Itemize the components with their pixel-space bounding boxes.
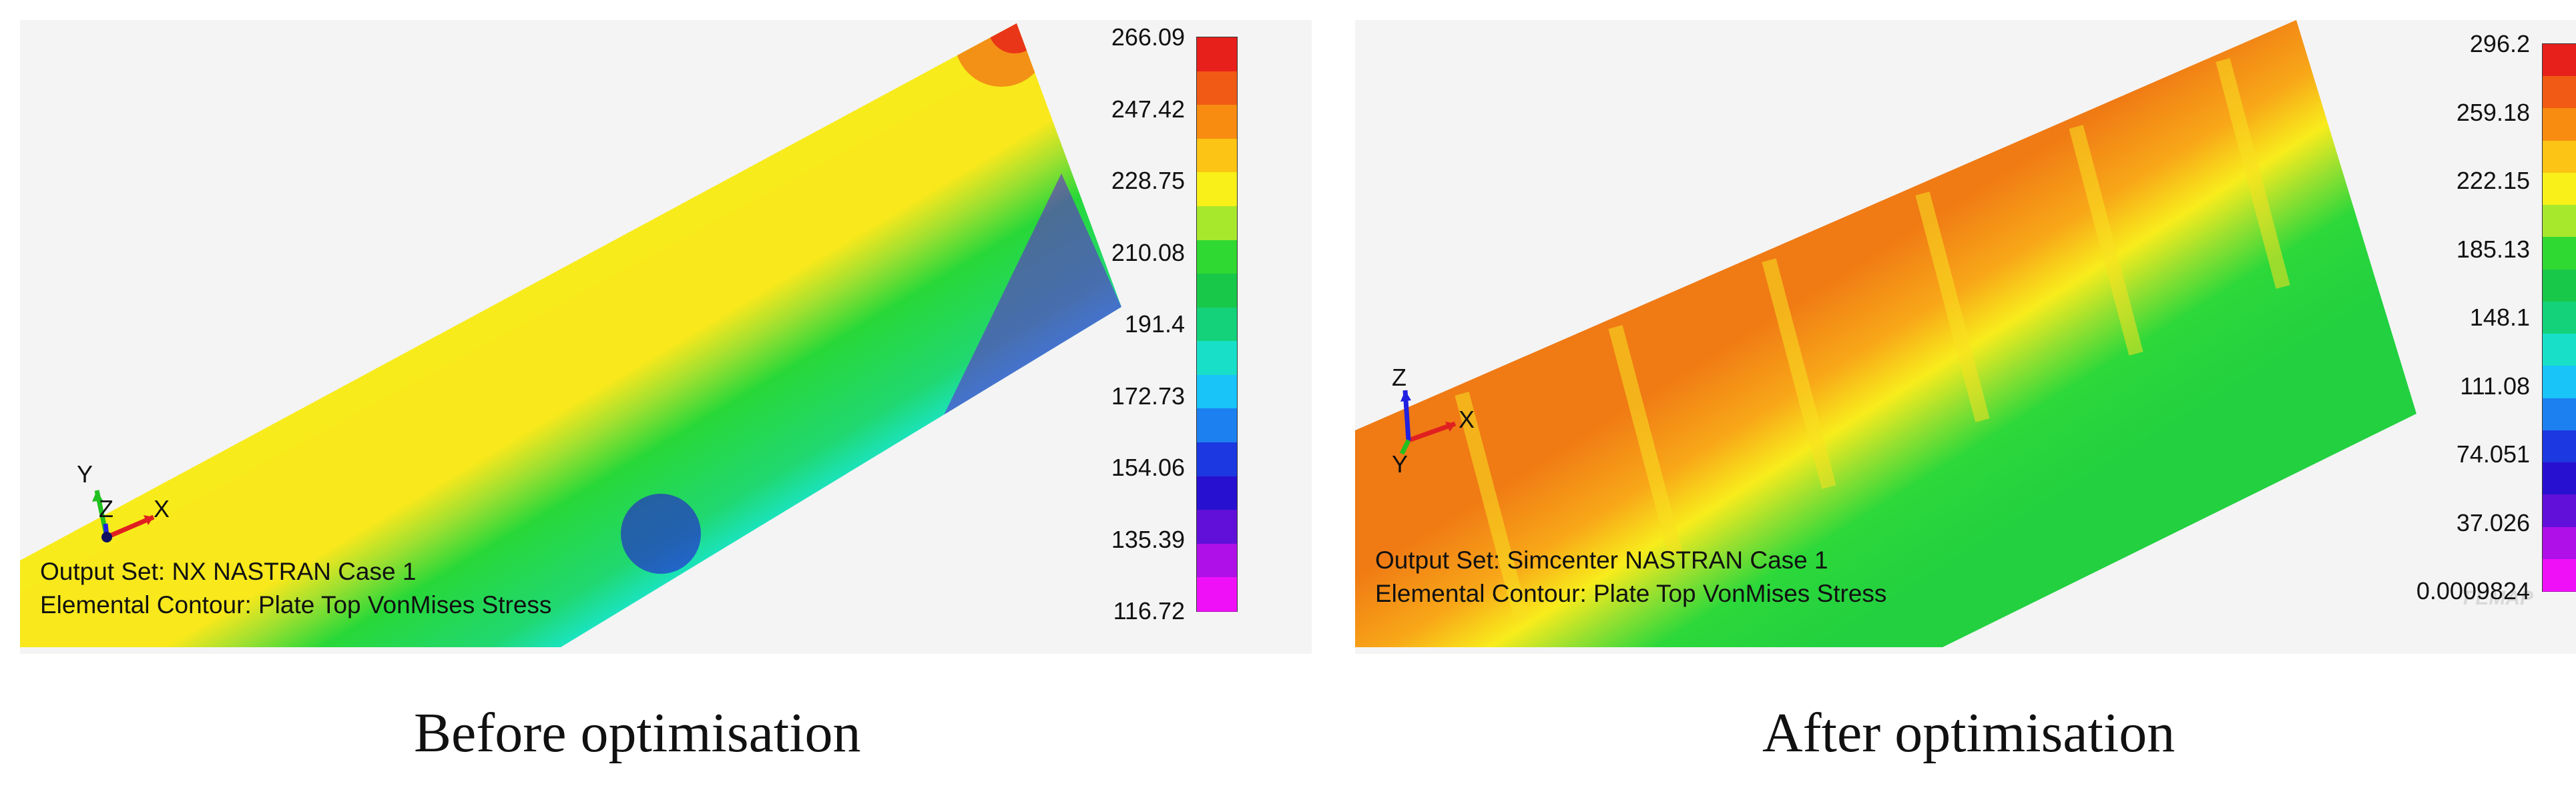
legend-value: 247.42 — [1111, 95, 1185, 123]
legend-value: 154.06 — [1111, 454, 1185, 481]
output-set-label: Output Set: NX NASTRAN Case 1 — [40, 558, 417, 585]
legend-swatch — [1197, 543, 1237, 578]
legend-value: 0.0009824 — [2416, 577, 2530, 605]
legend-swatch — [2543, 205, 2576, 238]
legend-value: 111.08 — [2460, 372, 2530, 400]
legend-swatch — [2543, 526, 2576, 560]
legend-value: 37.026 — [2456, 508, 2530, 536]
after-optimisation-panel: Z Y X Output Set: Simcenter NASTRAN Case… — [1355, 20, 2576, 654]
legend-swatch — [1197, 138, 1237, 173]
axis-z-label: Z — [1392, 364, 1406, 391]
legend-swatch — [1197, 408, 1237, 444]
legend-swatch — [1197, 240, 1237, 275]
stress-legend-bar — [2542, 43, 2576, 592]
legend-swatch — [2543, 494, 2576, 528]
legend-swatch — [1197, 37, 1237, 73]
legend-value: 191.4 — [1124, 310, 1185, 338]
legend-value: 210.08 — [1111, 238, 1185, 266]
stress-legend-bar — [1196, 37, 1238, 613]
legend-swatch — [1197, 577, 1237, 613]
plate-shape — [20, 23, 1121, 647]
legend-swatch — [2543, 301, 2576, 335]
legend-value: 266.09 — [1111, 23, 1185, 51]
legend-value: 172.73 — [1111, 382, 1185, 410]
legend-value: 296.2 — [2469, 30, 2530, 57]
axis-x-label: X — [1459, 406, 1475, 433]
legend-value: 259.18 — [2456, 98, 2530, 126]
legend-swatch — [2543, 334, 2576, 367]
legend-swatch — [2543, 558, 2576, 592]
legend-swatch — [2543, 44, 2576, 77]
legend-swatch — [1197, 307, 1237, 342]
legend-value: 148.1 — [2469, 304, 2530, 331]
legend-value: 185.13 — [2456, 235, 2530, 263]
legend-value: 135.39 — [1111, 525, 1185, 553]
legend-swatch — [2543, 398, 2576, 432]
axis-x-label: X — [154, 495, 170, 522]
axis-triad — [1399, 390, 1457, 455]
contour-label: Elemental Contour: Plate Top VonMises St… — [1375, 580, 1887, 607]
legend-swatch — [1197, 71, 1237, 106]
stress-contour-plot — [20, 23, 1121, 647]
legend-swatch — [1197, 341, 1237, 376]
legend-value: 74.051 — [2456, 440, 2530, 468]
legend-value: 228.75 — [1111, 167, 1185, 194]
legend-swatch — [2543, 76, 2576, 109]
legend-swatch — [1197, 172, 1237, 208]
legend-swatch — [1197, 206, 1237, 242]
legend-swatch — [2543, 140, 2576, 174]
legend-value: 116.72 — [1113, 597, 1185, 625]
stress-contour-plot — [1355, 20, 2416, 647]
legend-swatch — [2543, 172, 2576, 206]
legend-swatch — [1197, 274, 1237, 309]
stress-bands — [20, 23, 1121, 594]
plate-shape — [1355, 20, 2416, 647]
legend-swatch — [1197, 374, 1237, 410]
before-optimisation-panel: Y Z X Output Set: NX NASTRAN Case 1 Elem… — [20, 20, 1312, 654]
contour-label: Elemental Contour: Plate Top VonMises St… — [40, 591, 552, 619]
caption-before: Before optimisation — [414, 702, 861, 764]
legend-swatch — [2543, 108, 2576, 142]
axis-triad — [92, 490, 155, 542]
femap-watermark: FEMAP — [2463, 587, 2533, 609]
output-set-label: Output Set: Simcenter NASTRAN Case 1 — [1375, 546, 1828, 574]
legend-swatch — [1197, 442, 1237, 478]
legend-swatch — [2543, 462, 2576, 496]
legend-value: 222.15 — [2456, 167, 2530, 194]
axis-z-label: Z — [99, 495, 113, 522]
axis-y-label: Y — [77, 460, 93, 488]
caption-after: After optimisation — [1762, 702, 2175, 764]
legend-swatch — [2543, 366, 2576, 400]
legend-swatch — [2543, 430, 2576, 464]
legend-swatch — [1197, 476, 1237, 511]
legend-swatch — [2543, 269, 2576, 303]
legend-swatch — [1197, 105, 1237, 140]
legend-swatch — [1197, 510, 1237, 545]
legend-swatch — [2543, 237, 2576, 271]
mesh-stiffener-lines — [1455, 58, 2290, 623]
axis-y-label: Y — [1392, 450, 1408, 478]
